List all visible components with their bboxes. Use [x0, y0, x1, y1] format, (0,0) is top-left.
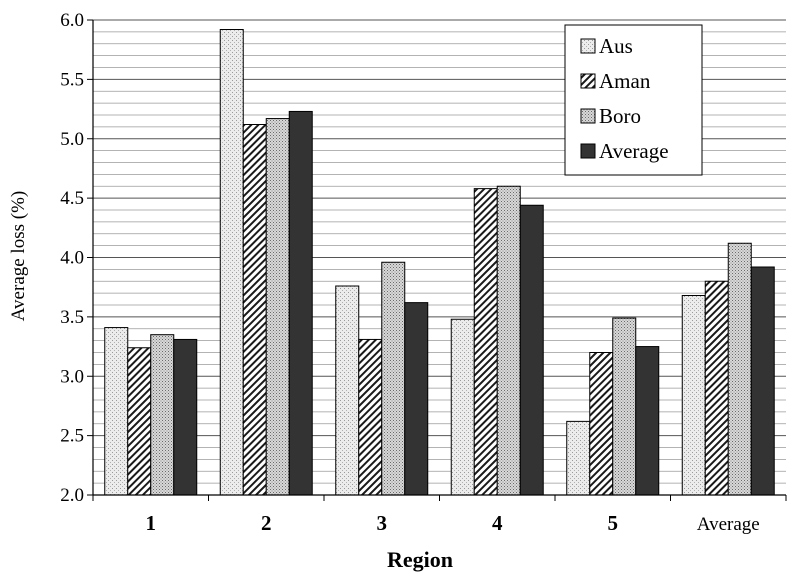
x-tick-label: 3: [377, 511, 388, 535]
bar-boro-4: [496, 185, 521, 496]
y-tick-label: 5.0: [60, 129, 84, 150]
bar-average-average: [750, 266, 775, 496]
bar-boro-5: [612, 317, 637, 496]
bar-aus-average: [681, 295, 706, 496]
legend-swatch-boro: [580, 108, 596, 124]
axes: [87, 19, 787, 501]
y-tick-label: 2.5: [60, 426, 84, 447]
bars: [104, 29, 775, 496]
bar-aman-4: [473, 188, 498, 496]
bar-boro-2: [265, 118, 290, 496]
bar-aus-3: [335, 285, 360, 496]
legend-swatch-aus: [580, 38, 596, 54]
y-tick-label: 4.0: [60, 248, 84, 269]
legend-swatch-average: [580, 143, 596, 159]
bar-average-5: [635, 346, 660, 496]
bar-aman-1: [127, 347, 152, 496]
bar-aus-4: [450, 318, 475, 496]
legend-label-aman: Aman: [599, 69, 651, 93]
x-tick-label: 4: [492, 511, 503, 535]
bar-aus-1: [104, 327, 129, 496]
x-tick-label: Average: [697, 514, 760, 535]
bar-aman-2: [242, 124, 267, 496]
y-axis-title: Average loss (%): [8, 191, 29, 322]
y-tick-label: 6.0: [60, 10, 84, 31]
legend-label-boro: Boro: [599, 104, 641, 128]
y-tick-label: 4.5: [60, 188, 84, 209]
bar-aus-2: [219, 29, 244, 496]
legend: Aus Aman Boro Average: [564, 24, 703, 176]
x-tick-label: 5: [608, 511, 619, 535]
bar-boro-1: [150, 334, 175, 496]
bar-average-4: [519, 204, 544, 496]
bar-aman-3: [358, 338, 383, 496]
bar-aman-5: [589, 352, 614, 496]
bar-boro-3: [381, 261, 406, 496]
legend-label-aus: Aus: [599, 34, 633, 58]
legend-swatch-aman: [580, 73, 596, 89]
bar-average-3: [404, 302, 429, 496]
y-tick-label: 5.5: [60, 69, 84, 90]
bar-average-2: [288, 110, 313, 496]
y-tick-label: 3.5: [60, 307, 84, 328]
bar-boro-average: [727, 242, 752, 496]
bar-aman-average: [704, 280, 729, 496]
y-tick-label: 3.0: [60, 366, 84, 387]
x-tick-label: 1: [146, 511, 157, 535]
legend-label-average: Average: [599, 139, 669, 163]
bar-average-1: [173, 338, 198, 496]
x-axis-title: Region: [387, 547, 453, 572]
tick-labels: 1 2 3 4 5 Average 2.0 2.5 3.0 3.5 4.0 4.5 5.0 5.5 6.0: [60, 10, 759, 535]
bar-aus-5: [566, 420, 591, 496]
y-tick-label: 2.0: [60, 485, 84, 506]
x-tick-label: 2: [261, 511, 272, 535]
